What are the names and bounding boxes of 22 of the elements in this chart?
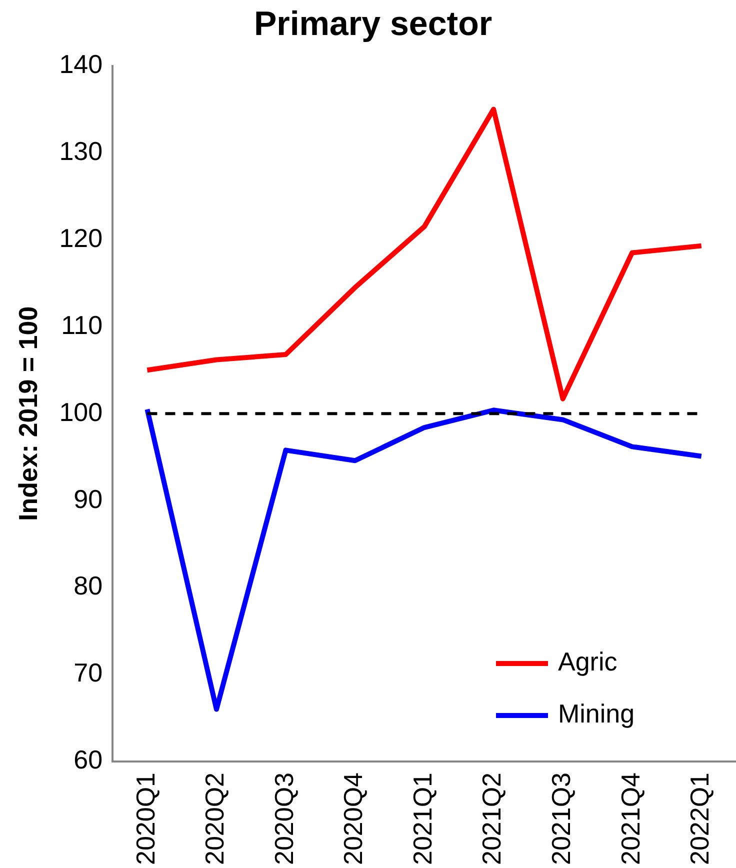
y-tick-label: 140 [59, 48, 103, 79]
y-tick-label: 90 [74, 484, 103, 514]
y-axis-title: Index: 2019 = 100 [12, 306, 43, 521]
y-tick-label: 60 [74, 744, 103, 775]
y-tick-label: 120 [59, 222, 103, 253]
y-tick-label: 130 [59, 136, 103, 166]
x-tick-label: 2020Q3 [268, 772, 299, 866]
x-tick-label: 2020Q1 [130, 772, 160, 866]
x-tick-label: 2021Q4 [615, 772, 646, 866]
x-tick-label: 2020Q4 [338, 772, 368, 866]
x-tick-label: 2022Q1 [684, 772, 715, 866]
legend-label: Agric [558, 646, 618, 677]
y-tick-label: 110 [61, 310, 103, 340]
x-tick-label: 2021Q3 [546, 772, 576, 866]
x-tick-label: 2020Q2 [200, 772, 230, 866]
legend-label: Mining [558, 698, 635, 729]
x-tick-label: 2021Q2 [476, 772, 507, 866]
y-tick-label: 70 [74, 658, 103, 688]
y-tick-label: 80 [74, 570, 103, 601]
chart-title: Primary sector [254, 4, 492, 43]
y-tick-label: 100 [59, 396, 103, 427]
x-tick-label: 2021Q1 [407, 772, 438, 866]
